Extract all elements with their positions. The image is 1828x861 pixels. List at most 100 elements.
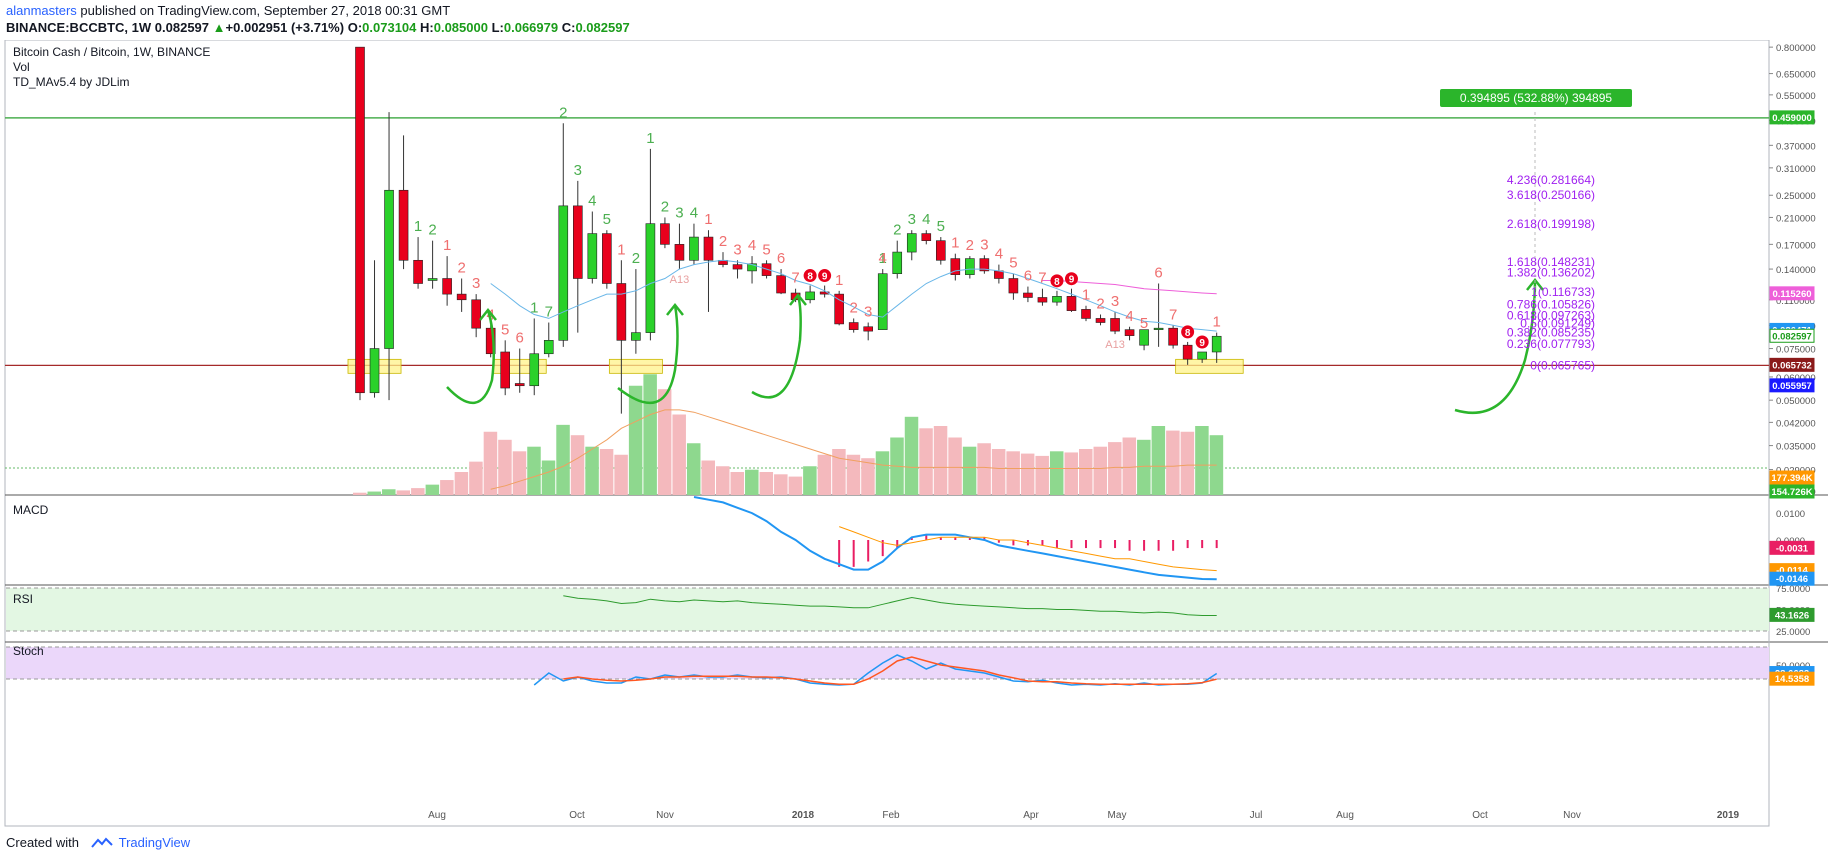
open-label: O: — [347, 20, 363, 35]
macd-histogram-bar — [1099, 540, 1102, 549]
macd-badge: -0.0114 — [1776, 566, 1808, 577]
td-down-count: 7 — [1038, 270, 1046, 287]
volume-bar — [672, 414, 686, 495]
candle-body — [906, 233, 917, 253]
volume-bar — [599, 449, 614, 495]
author-link[interactable]: alanmasters — [6, 3, 77, 18]
candle-body — [602, 233, 612, 284]
publication-line: alanmasters published on TradingView.com… — [6, 3, 450, 18]
time-axis[interactable]: Aug Oct Nov 2018 Feb Apr May Jul Aug Oct Nov 2019 — [428, 810, 1739, 821]
macd-histogram-bar — [1114, 540, 1117, 549]
macd-pane — [693, 496, 1218, 581]
td-up-count: 2 — [661, 198, 669, 215]
candle-body — [1110, 318, 1120, 332]
macd-histogram-bar — [1186, 540, 1189, 549]
candle-body — [543, 340, 554, 355]
macd-histogram-bar — [1012, 540, 1015, 546]
price-tick-label: 0.800000 — [1776, 43, 1816, 54]
candle-body — [529, 353, 540, 387]
volume-bar — [730, 472, 745, 495]
price-tick-label: 0.035000 — [1776, 442, 1816, 453]
candle-body — [1095, 318, 1106, 323]
volume-bar — [846, 454, 861, 495]
time-tick-label: Jul — [1250, 810, 1263, 821]
candle-body — [1197, 351, 1207, 360]
price-tick-label: 0.370000 — [1776, 141, 1816, 152]
candle-body — [979, 258, 990, 272]
time-tick-label: Oct — [1472, 810, 1488, 821]
volume-bar — [1020, 453, 1035, 495]
arrow-head — [666, 302, 684, 316]
volume-bar — [657, 389, 672, 495]
td-down-count: 1 — [443, 237, 451, 254]
time-tick-label: Feb — [882, 810, 900, 821]
td-down-count: 3 — [864, 304, 872, 321]
volume-bar — [585, 446, 599, 495]
candle-body — [877, 273, 888, 330]
volume-bar — [904, 416, 919, 495]
fib-level-label: 4.236(0.281664) — [1507, 173, 1595, 187]
candlestick-series — [355, 46, 1222, 414]
volume-badge-bg — [1769, 470, 1815, 485]
volume-bar — [1137, 439, 1151, 495]
volume-bar — [745, 469, 759, 495]
td-count-badge — [1195, 335, 1209, 349]
price-tick-label: 0.042000 — [1776, 418, 1816, 429]
price-tick-label: 0.170000 — [1776, 240, 1816, 251]
hand-drawn-arrow — [1454, 279, 1537, 415]
candle-body — [848, 322, 859, 330]
volume-bar — [1049, 451, 1064, 495]
td-down-count: 5 — [501, 321, 509, 338]
td-down-count: 3 — [472, 275, 480, 292]
td-down-count: 5 — [762, 241, 770, 258]
tradingview-link[interactable]: TradingView — [118, 835, 191, 850]
fib-level-label: 0.382(0.085235) — [1507, 325, 1595, 339]
td-up-count: 4 — [588, 193, 596, 210]
volume-bar — [817, 454, 832, 495]
volume-bar — [483, 431, 498, 495]
candle-body — [747, 263, 757, 272]
stoch-line — [563, 656, 1217, 685]
td-down-count: 5 — [1140, 315, 1148, 332]
macd-histogram-bar — [1143, 540, 1146, 551]
volume-bar — [556, 424, 570, 495]
candle-body — [1124, 329, 1135, 336]
legend-indicator: TD_MAv5.4 by JDLim — [13, 75, 129, 89]
candle-body — [921, 233, 932, 241]
td-down-count: 5 — [1009, 255, 1017, 272]
volume-bar — [454, 472, 469, 495]
candle-body — [761, 263, 772, 276]
td-down-count: 2 — [850, 299, 858, 316]
chart-canvas[interactable]: 0.8000000.6500000.5500000.4500000.370000… — [0, 40, 1828, 830]
volume-bar — [1035, 455, 1049, 495]
volume-bar — [498, 439, 512, 495]
macd-badge-bg — [1769, 540, 1815, 555]
candle-body — [427, 278, 438, 281]
candle-body — [805, 291, 815, 301]
rsi-badge-bg — [1769, 607, 1815, 622]
macd-histogram-bar — [1128, 540, 1131, 551]
candle-body — [572, 205, 583, 279]
volume-bar — [527, 446, 541, 495]
open-value: 0.073104 — [362, 20, 417, 35]
candle-body — [355, 46, 365, 394]
volume-bar — [1006, 451, 1020, 495]
macd-histogram-bar — [997, 540, 1000, 543]
candle-body — [1008, 278, 1019, 294]
candle-body — [674, 244, 685, 261]
macd-histogram-bar — [881, 540, 884, 557]
td-up-count: 2 — [893, 222, 901, 239]
td-down-count: 6 — [516, 330, 524, 347]
volume-bar — [382, 489, 396, 495]
volume-bar — [803, 466, 817, 495]
volume-bar — [919, 428, 933, 495]
rsi-line — [563, 595, 1217, 616]
volume-bar — [1180, 431, 1195, 495]
volume-bar — [512, 451, 527, 495]
macd-badge: -0.0146 — [1776, 574, 1808, 585]
td-down-count: 6 — [1154, 265, 1162, 282]
macd-badge-bg — [1769, 571, 1815, 586]
candle-body — [950, 258, 961, 275]
candle-body — [645, 223, 656, 333]
